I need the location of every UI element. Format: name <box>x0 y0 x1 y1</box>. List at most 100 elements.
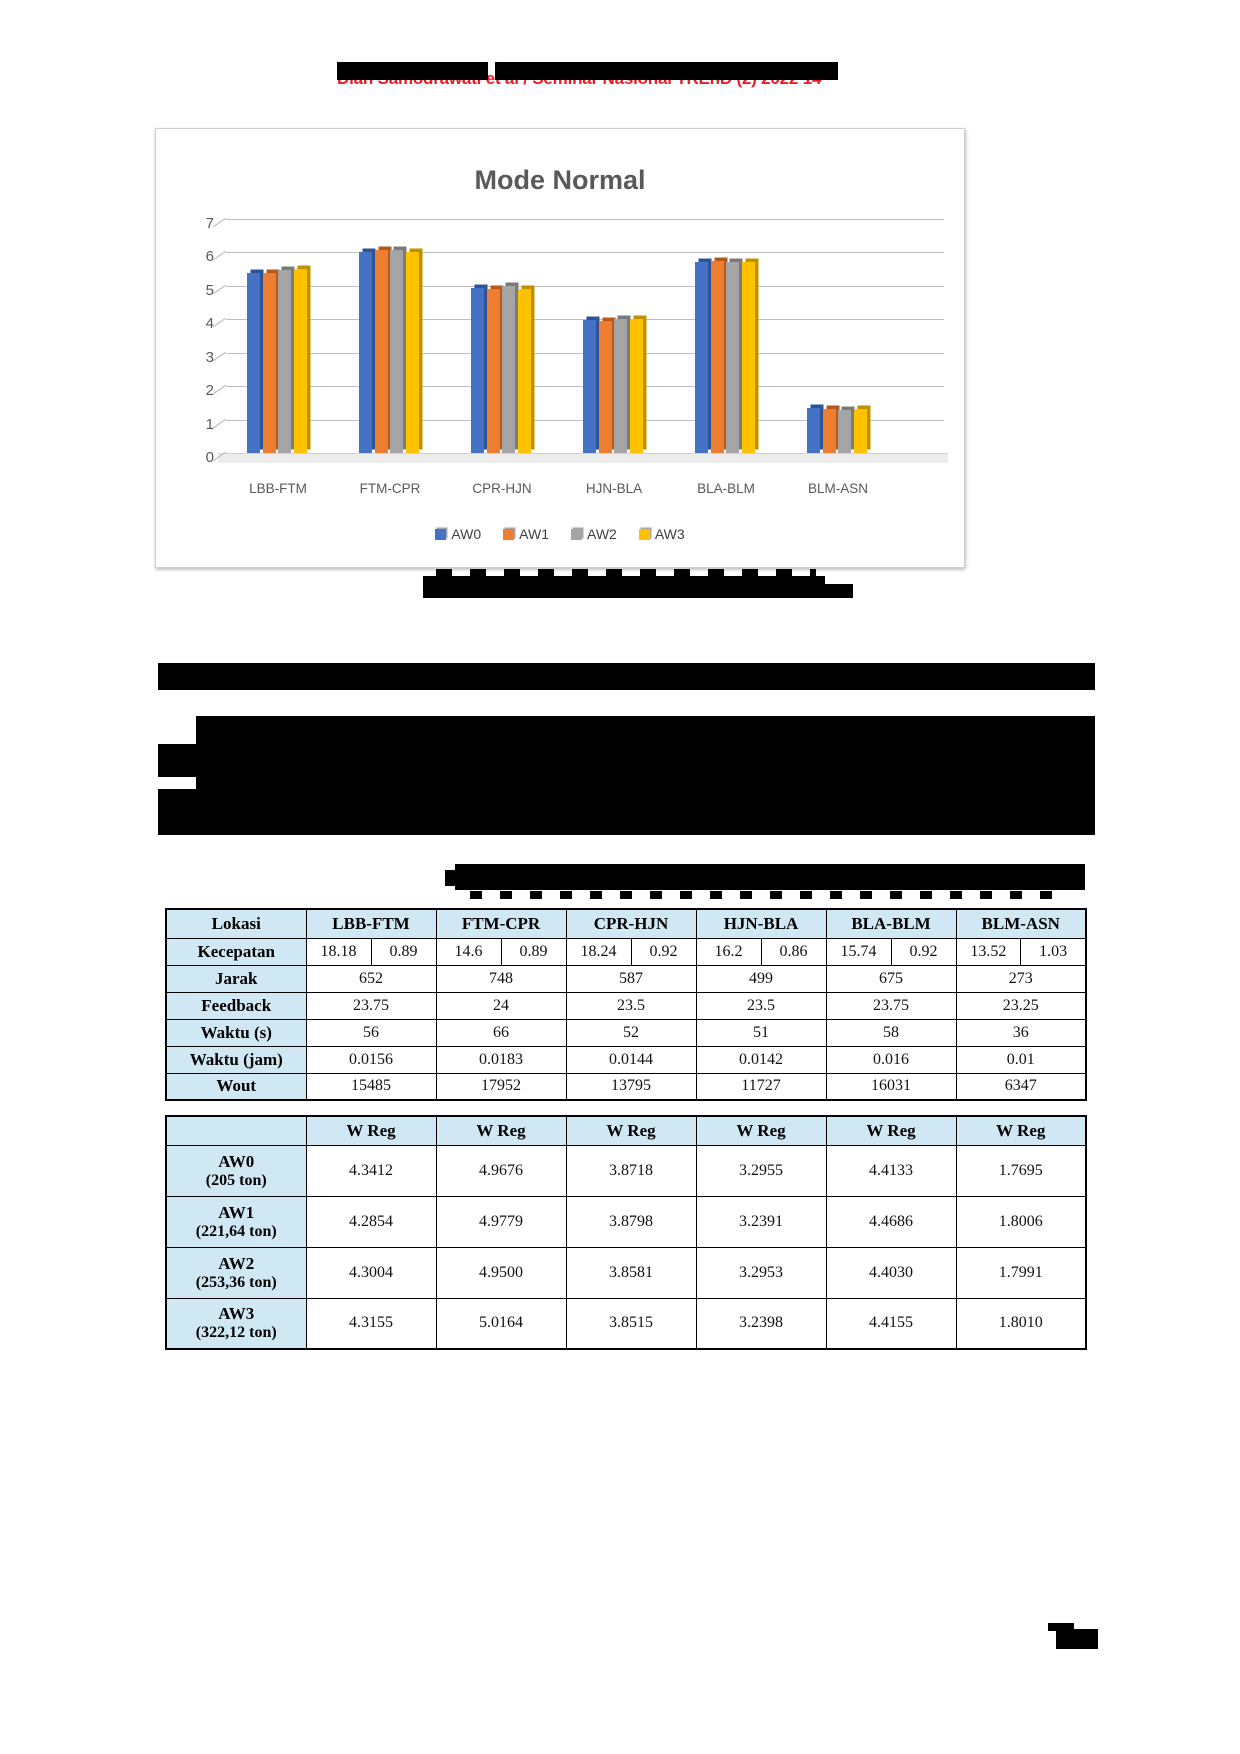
table-cell: 36 <box>955 1018 1087 1047</box>
category-label: LBB-FTM <box>249 481 307 496</box>
table-cell: 13.52 1.03 <box>955 937 1087 966</box>
table-cell: 1.7991 <box>955 1246 1087 1299</box>
table-cell: 499 <box>695 964 827 993</box>
row-label-tonnage: (205 ton) <box>205 1171 267 1189</box>
table-cell: 3.2955 <box>695 1144 827 1197</box>
table-cell: 15.74 0.92 <box>825 937 957 966</box>
bar-aw1-hjn-bla <box>598 320 612 453</box>
column-header: W Reg <box>565 1115 697 1146</box>
table-cell: 3.2398 <box>695 1297 827 1350</box>
bar-aw0-cpr-hjn <box>471 287 484 453</box>
table-cell: 652 <box>305 964 437 993</box>
bar-aw3-bla-blm <box>741 262 755 453</box>
table-cell: 14.6 0.89 <box>435 937 567 966</box>
table-cell: 4.3004 <box>305 1246 437 1299</box>
y-axis-tick <box>213 384 226 395</box>
bar-aw2-ftm-cpr <box>390 249 403 453</box>
legend-item-aw2: AW2 <box>571 526 617 542</box>
table-cell-value: 0.92 <box>630 939 696 964</box>
table-cell-value: 18.24 <box>580 942 617 960</box>
column-header: FTM-CPR <box>435 908 567 939</box>
redacted-section-heading <box>158 663 1095 690</box>
w-reg-table: W Reg W Reg W Reg W Reg W Reg W Reg AW0 (205 to… <box>165 1115 1087 1350</box>
table-cell: 24 <box>435 991 567 1020</box>
table-cell: 3.2391 <box>695 1195 827 1248</box>
table-cell-value: 18.18 <box>320 942 357 960</box>
table-cell: 6347 <box>955 1072 1087 1101</box>
y-axis-label: 0 <box>205 449 214 466</box>
table-cell: 16031 <box>825 1072 957 1101</box>
row-label: Jarak <box>165 964 307 993</box>
table-cell: 13795 <box>565 1072 697 1101</box>
table-cell: 66 <box>435 1018 567 1047</box>
y-axis-label: 1 <box>205 415 214 433</box>
row-label: Kecepatan <box>165 937 307 966</box>
table-cell: 4.3412 <box>305 1144 437 1197</box>
row-label-tonnage: (253,36 ton) <box>195 1273 277 1291</box>
bar-aw2-bla-blm <box>726 261 739 453</box>
row-label: AW3 (322,12 ton) <box>165 1297 307 1350</box>
table-cell: 1.8010 <box>955 1297 1087 1350</box>
row-label-tonnage: (322,12 ton) <box>195 1324 277 1342</box>
category-label: BLM-ASN <box>807 481 868 496</box>
table-cell-value: 14.6 <box>454 942 483 960</box>
row-label: Waktu (jam) <box>165 1045 307 1074</box>
legend-item-aw3: AW3 <box>638 526 685 542</box>
bar-aw3-ftm-cpr <box>405 252 419 453</box>
column-header: W Reg <box>955 1115 1087 1146</box>
y-axis-label: 7 <box>205 214 214 232</box>
table-cell: 0.0144 <box>565 1045 697 1074</box>
legend-label: AW3 <box>654 526 685 542</box>
redaction-bar-header-1 <box>337 62 488 80</box>
table-cell: 4.3155 <box>305 1297 437 1350</box>
y-axis-label: 6 <box>205 248 214 266</box>
table-cell: 23.25 <box>955 991 1087 1020</box>
column-header: BLM-ASN <box>955 908 1087 939</box>
table-cell: 3.8581 <box>565 1246 697 1299</box>
table-cell: 748 <box>435 964 567 993</box>
bar-aw3-lbb-ftm <box>293 269 307 453</box>
table-cell: 0.0183 <box>435 1045 567 1074</box>
row-label-name: AW0 <box>218 1151 255 1171</box>
table-cell: 23.5 <box>565 991 697 1020</box>
table-cell: 3.8798 <box>565 1195 697 1248</box>
gridline <box>226 218 944 220</box>
column-header: W Reg <box>825 1115 957 1146</box>
row-label-tonnage: (221,64 ton) <box>195 1222 277 1240</box>
chart-3d-floor <box>218 453 948 463</box>
y-axis-tick <box>213 251 226 261</box>
chart-legend: AW0 AW1 AW2 AW3 <box>156 526 964 542</box>
bar-aw1-blm-asn <box>822 408 836 453</box>
table-cell-value: 15.74 <box>840 942 877 960</box>
gridline <box>226 252 944 254</box>
category-label: BLA-BLM <box>697 481 755 496</box>
table-cell: 18.18 0.89 <box>305 937 437 966</box>
table-cell: 23.75 <box>825 991 957 1020</box>
table-cell: 4.9676 <box>435 1144 567 1197</box>
table-cell: 4.9779 <box>435 1195 567 1248</box>
gridline <box>226 285 944 287</box>
bar-aw3-hjn-bla <box>629 319 643 453</box>
table-cell-value: 0.92 <box>890 939 956 964</box>
column-header: W Reg <box>435 1115 567 1146</box>
bar-aw0-ftm-cpr <box>359 252 372 453</box>
table-cell-value: 16.2 <box>714 942 743 960</box>
bar-aw1-lbb-ftm <box>262 273 276 453</box>
bar-aw1-cpr-hjn <box>486 289 500 453</box>
table-cell: 23.5 <box>695 991 827 1020</box>
chart-plot-area: 0 1 2 3 4 5 6 7 LBB-FTM FTM-CPR CPR-HJN HJN-BLA BLA-… <box>156 129 964 567</box>
table-cell: 4.4686 <box>825 1195 957 1248</box>
bar-aw0-blm-asn <box>807 407 820 453</box>
table-cell: 1.7695 <box>955 1144 1087 1197</box>
y-axis-label: 2 <box>205 382 214 400</box>
y-axis-tick <box>213 284 226 295</box>
table-cell: 17952 <box>435 1072 567 1101</box>
y-axis-tick <box>213 418 226 428</box>
table-cell-value: 0.89 <box>500 939 566 964</box>
table-cell: 16.2 0.86 <box>695 937 827 966</box>
row-label: Feedback <box>165 991 307 1020</box>
table-cell: 4.4133 <box>825 1144 957 1197</box>
bar-aw0-bla-blm <box>695 262 708 453</box>
y-axis-label: 5 <box>205 281 214 299</box>
column-header: W Reg <box>695 1115 827 1146</box>
